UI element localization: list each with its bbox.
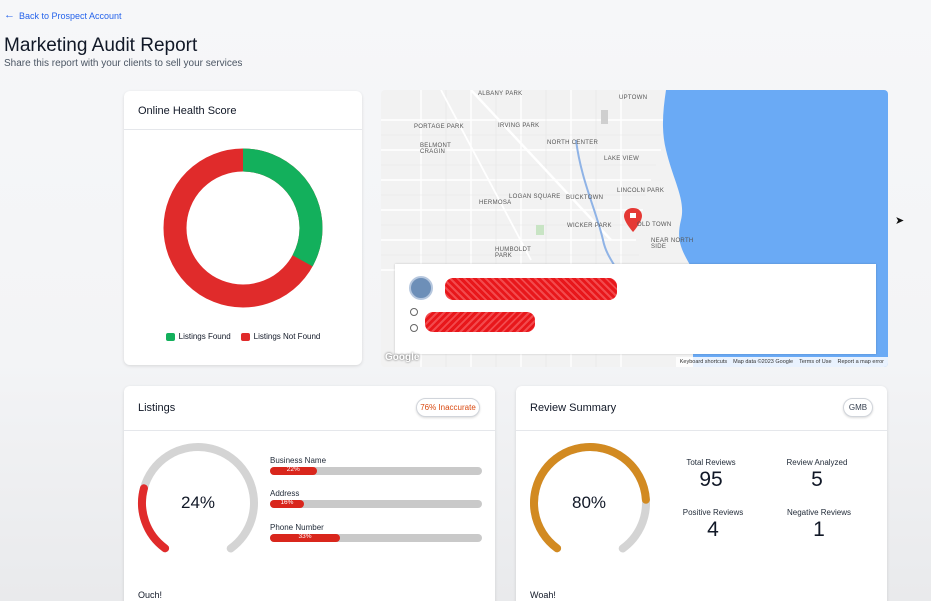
map-label: LAKE VIEW: [604, 156, 640, 162]
stat-value: 5: [811, 468, 823, 491]
arrow-left-icon: ←: [4, 9, 15, 21]
keyboard-shortcuts-link[interactable]: Keyboard shortcuts: [679, 359, 728, 365]
location-map[interactable]: ALBANY PARK UPTOWN PORTAGE PARK IRVING P…: [381, 90, 888, 367]
bar-label: Business Name: [270, 456, 327, 465]
map-label: NEAR NORTH SIDE: [651, 238, 694, 250]
bar-percent: 22%: [286, 466, 300, 473]
health-donut-chart: [163, 148, 323, 308]
review-score: 80%: [572, 493, 607, 512]
bar-label: Address: [270, 489, 300, 498]
map-label: WICKER PARK: [567, 223, 612, 229]
mouse-cursor-icon: ➤: [895, 215, 905, 227]
bar-fill: 22%: [270, 466, 317, 475]
card-divider: [516, 430, 887, 431]
stat-label: Total Reviews: [686, 458, 736, 467]
bar-fill: 33%: [270, 533, 340, 542]
map-data-attribution: Map data ©2023 Google: [733, 359, 794, 365]
stat-total-reviews: Total Reviews 95: [656, 458, 766, 492]
business-info-card: [395, 264, 876, 354]
legend-swatch-not-found: [240, 332, 250, 341]
map-label: OLD TOWN: [637, 222, 672, 228]
map-label: ALBANY PARK: [478, 91, 523, 97]
stat-negative-reviews: Negative Reviews 1: [764, 508, 874, 542]
legend-swatch-found: [165, 332, 175, 341]
listings-gauge: [138, 443, 258, 563]
map-label: LINCOLN PARK: [617, 188, 665, 194]
stat-label: Negative Reviews: [786, 508, 852, 517]
gmb-badge[interactable]: GMB: [843, 398, 873, 417]
bar-phone-number: Phone Number 33%: [270, 523, 482, 542]
listings-footer: Ouch!: [138, 590, 163, 600]
bar-fill: 16%: [270, 499, 304, 508]
listings-card: Listings 76% Inaccurate 24% Business Nam…: [124, 386, 495, 601]
review-gauge-fill: [530, 443, 650, 563]
bar-track: 22%: [270, 466, 482, 475]
legend-label-not-found: Listings Not Found: [253, 332, 321, 341]
stat-value: 95: [699, 468, 723, 491]
page-title: Marketing Audit Report: [4, 35, 198, 56]
review-footer: Woah!: [530, 590, 556, 600]
listings-title: Listings: [138, 402, 176, 414]
bar-percent: 16%: [280, 499, 294, 506]
review-summary-title: Review Summary: [530, 402, 617, 414]
stat-positive-reviews: Positive Reviews 4: [658, 508, 768, 542]
report-map-error-link[interactable]: Report a map error: [837, 359, 884, 365]
redacted-business-name: [445, 278, 617, 300]
bar-business-name: Business Name 22%: [270, 456, 482, 475]
map-footer: Keyboard shortcuts Map data ©2023 Google…: [675, 357, 888, 367]
donut-found-segment[interactable]: [163, 148, 323, 308]
health-legend: Listings Found Listings Not Found: [124, 332, 362, 341]
business-logo-icon: [409, 276, 433, 300]
stat-value: 4: [707, 518, 719, 541]
review-gauge: [530, 443, 650, 563]
legend-item-found[interactable]: Listings Found: [165, 332, 231, 341]
map-label: BELMONT CRAGIN: [420, 143, 451, 155]
redacted-business-address: [425, 312, 535, 332]
bar-percent: 33%: [298, 533, 312, 540]
map-label: LOGAN SQUARE: [509, 194, 561, 200]
bar-track: 16%: [270, 499, 482, 508]
back-to-prospect-link[interactable]: ← Back to Prospect Account: [4, 10, 122, 21]
health-score-card: Online Health Score Listings Found Listi…: [124, 91, 362, 365]
map-label: IRVING PARK: [498, 123, 540, 129]
inaccurate-badge[interactable]: 76% Inaccurate: [416, 398, 480, 417]
stat-label: Positive Reviews: [682, 508, 744, 517]
legend-label-found: Listings Found: [178, 332, 231, 341]
map-label: NORTH CENTER: [547, 140, 599, 146]
legend-item-not-found[interactable]: Listings Not Found: [240, 332, 321, 341]
bar-track: 33%: [270, 533, 482, 542]
map-label: BUCKTOWN: [566, 195, 604, 201]
map-marker-icon: [624, 208, 642, 232]
listings-gauge-fill: [138, 443, 258, 563]
map-label: HUMBOLDT PARK: [495, 247, 531, 259]
map-label: PORTAGE PARK: [414, 124, 464, 130]
stat-value: 1: [813, 518, 825, 541]
location-icon: [410, 308, 418, 316]
terms-of-use-link[interactable]: Terms of Use: [799, 359, 832, 365]
back-link-label: Back to Prospect Account: [19, 10, 122, 21]
bar-address: Address 16%: [270, 489, 482, 508]
bar-label: Phone Number: [270, 523, 324, 532]
review-summary-card: Review Summary GMB 80% Total Reviews 95 …: [516, 386, 887, 601]
card-divider: [124, 430, 495, 431]
page-subtitle: Share this report with your clients to s…: [4, 58, 243, 69]
listings-score: 24%: [181, 493, 216, 512]
stat-label: Review Analyzed: [786, 458, 848, 467]
google-logo: Google: [385, 352, 420, 363]
stat-review-analyzed: Review Analyzed 5: [762, 458, 872, 492]
health-score-title: Online Health Score: [138, 105, 237, 117]
map-label: HERMOSA: [479, 200, 512, 206]
phone-icon: [410, 324, 418, 332]
map-label: UPTOWN: [619, 95, 648, 101]
